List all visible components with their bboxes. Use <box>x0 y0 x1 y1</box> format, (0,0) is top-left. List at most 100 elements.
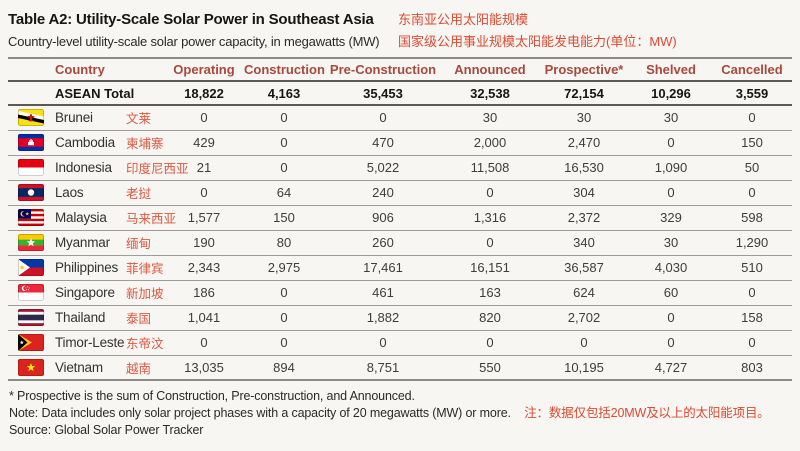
cell-construction: 894 <box>273 359 295 375</box>
cell-shelved: 4,030 <box>654 260 688 275</box>
country-name: Brunei <box>55 110 93 126</box>
cell-construction: 0 <box>280 335 288 350</box>
table-row-philippines: Philippines 菲律宾 2,343 2,975 17,461 16,151 36,5… <box>8 255 792 280</box>
page-subtitle: Country-level utility-scale solar power … <box>8 34 380 49</box>
cell-operating: 1,577 <box>187 210 221 225</box>
cell-operating: 1,041 <box>187 310 221 325</box>
cell-prospective: 30 <box>576 110 592 126</box>
cell-announced: 820 <box>479 310 501 325</box>
cell-prospective: 624 <box>573 285 595 300</box>
solar-capacity-table: Country Operating Construction Pre-Construc… <box>8 57 792 381</box>
table-row-laos: Laos 老挝 0 64 240 0 304 0 0 <box>8 180 792 205</box>
cell-construction: 2,975 <box>267 260 301 275</box>
table-row-myanmar: Myanmar 缅甸 190 80 260 0 340 30 1,290 <box>8 230 792 255</box>
page-subtitle-chinese: 国家级公用事业规模太阳能发电能力(单位：MW) <box>398 34 677 49</box>
cell-pre-construction: 906 <box>372 210 394 225</box>
total-construction: 4,163 <box>267 85 301 101</box>
cell-construction: 0 <box>280 285 288 300</box>
my-flag-icon <box>8 205 46 230</box>
table-row-timor-leste: Timor-Leste 东帝汶 0 0 0 0 0 0 0 <box>8 330 792 355</box>
cell-cancelled: 150 <box>741 135 763 150</box>
cell-shelved: 60 <box>663 285 679 300</box>
cell-operating: 0 <box>200 335 208 350</box>
cell-prospective: 2,372 <box>567 210 601 225</box>
cell-pre-construction: 5,022 <box>366 160 400 175</box>
ph-flag-icon <box>8 255 46 280</box>
cell-shelved: 30 <box>663 110 679 126</box>
cell-prospective: 0 <box>580 335 588 350</box>
asean-total-label: ASEAN Total <box>55 85 135 101</box>
cell-prospective: 10,195 <box>564 359 604 375</box>
cell-pre-construction: 1,882 <box>366 310 400 325</box>
page-title: Table A2: Utility-Scale Solar Power in S… <box>8 11 374 28</box>
data-note-chinese: 注：数据仅包括20MW及以上的太阳能项目。 <box>524 406 770 420</box>
country-name-chinese: 菲律宾 <box>126 262 164 276</box>
cell-prospective: 16,530 <box>564 160 604 175</box>
cell-cancelled: 158 <box>741 310 763 325</box>
cell-cancelled: 0 <box>748 185 756 200</box>
cell-announced: 1,316 <box>473 210 507 225</box>
cell-announced: 16,151 <box>470 260 510 275</box>
cell-construction: 0 <box>280 135 288 150</box>
data-note-line: Note: Data includes only solar project p… <box>9 405 792 422</box>
la-flag-icon <box>8 180 46 205</box>
country-name: Timor-Leste <box>55 335 125 350</box>
cell-announced: 30 <box>482 110 498 126</box>
id-flag-icon <box>8 155 46 180</box>
cell-prospective: 2,470 <box>567 135 601 150</box>
col-header-prospective: Prospective* <box>544 62 624 77</box>
country-name-chinese: 柬埔寨 <box>126 137 164 151</box>
prospective-footnote: * Prospective is the sum of Construction… <box>9 389 415 403</box>
cell-cancelled: 598 <box>741 210 763 225</box>
total-prospective: 72,154 <box>564 85 604 101</box>
asean-total-row: ASEAN Total 18,822 4,163 35,453 32,538 72,154… <box>8 81 792 105</box>
table-row-indonesia: Indonesia 印度尼西亚 21 0 5,022 11,508 16,530 1,090 5… <box>8 155 792 180</box>
cell-prospective: 340 <box>573 235 595 250</box>
table-header-row: Country Operating Construction Pre-Construc… <box>8 58 792 81</box>
country-name: Cambodia <box>55 135 115 150</box>
cell-construction: 80 <box>276 235 292 250</box>
country-name: Thailand <box>55 310 106 325</box>
cell-construction: 0 <box>280 310 288 325</box>
cell-pre-construction: 461 <box>372 285 394 300</box>
cell-operating: 21 <box>196 160 212 175</box>
country-name-chinese: 新加坡 <box>126 287 164 301</box>
page-title-chinese: 东南亚公用太阳能规模 <box>398 12 529 27</box>
cell-shelved: 4,727 <box>654 359 688 375</box>
cell-construction: 0 <box>280 160 288 175</box>
cell-operating: 13,035 <box>184 359 224 375</box>
col-header-shelved: Shelved <box>646 62 696 77</box>
country-name: Singapore <box>55 285 115 300</box>
col-header-cancelled: Cancelled <box>721 62 783 77</box>
cell-cancelled: 1,290 <box>735 235 769 250</box>
col-header-country: Country <box>55 62 105 77</box>
cell-announced: 163 <box>479 285 501 300</box>
kh-flag-icon <box>8 130 46 155</box>
country-name-chinese: 老挝 <box>126 187 152 201</box>
cell-shelved: 0 <box>667 185 675 200</box>
cell-operating: 190 <box>193 235 215 250</box>
bn-flag-icon <box>8 105 46 130</box>
cell-cancelled: 0 <box>748 110 756 126</box>
table-row-singapore: Singapore 新加坡 186 0 461 163 624 60 0 <box>8 280 792 305</box>
total-announced: 32,538 <box>470 85 510 101</box>
cell-announced: 0 <box>486 335 494 350</box>
cell-announced: 11,508 <box>470 160 510 175</box>
cell-announced: 0 <box>486 185 494 200</box>
total-pre-construction: 35,453 <box>363 85 403 101</box>
cell-construction: 150 <box>273 210 295 225</box>
cell-pre-construction: 17,461 <box>363 260 403 275</box>
cell-cancelled: 510 <box>741 260 763 275</box>
mm-flag-icon <box>8 230 46 255</box>
title-block: Table A2: Utility-Scale Solar Power in S… <box>8 9 792 28</box>
cell-operating: 186 <box>193 285 215 300</box>
cell-announced: 0 <box>486 235 494 250</box>
total-cancelled: 3,559 <box>735 85 769 101</box>
cell-operating: 0 <box>200 110 208 126</box>
country-name: Vietnam <box>55 359 103 375</box>
cell-prospective: 2,702 <box>567 310 601 325</box>
country-name: Laos <box>55 185 84 200</box>
country-name-chinese: 越南 <box>126 361 152 376</box>
country-name-chinese: 印度尼西亚 <box>126 162 189 176</box>
table-row-vietnam: Vietnam 越南 13,035 894 8,751 550 10,195 4,727 803 <box>8 355 792 380</box>
